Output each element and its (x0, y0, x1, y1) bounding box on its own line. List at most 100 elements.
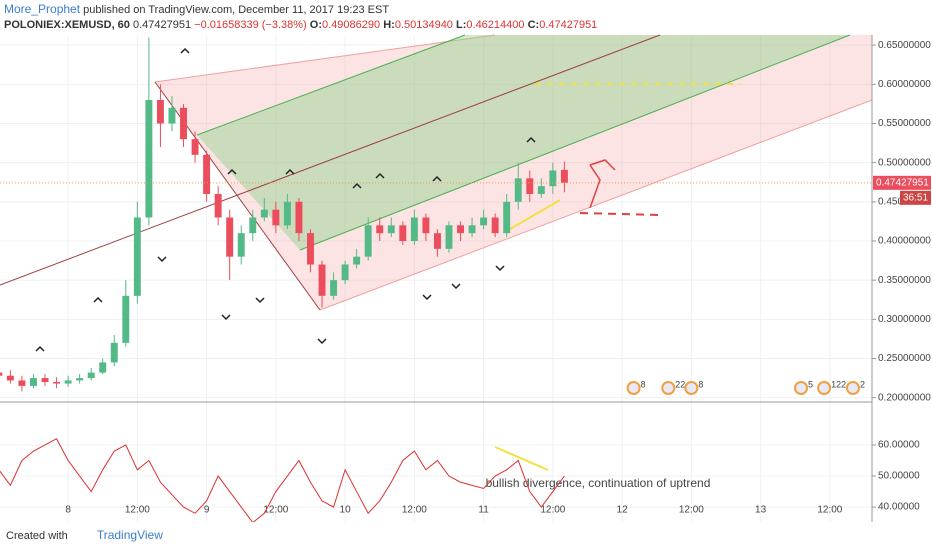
fractal (495, 265, 505, 272)
header: More_Prophet published on TradingView.co… (4, 2, 597, 33)
candle-body (410, 217, 418, 241)
y-tick-label: 0.55000000 (878, 118, 931, 129)
c-label: C: (527, 19, 540, 31)
event-label: 8 (698, 379, 703, 389)
channel-inner (197, 35, 850, 250)
fractal (221, 314, 231, 321)
h-label: H: (383, 19, 395, 31)
countdown-bg (900, 190, 931, 205)
candle-body (480, 217, 488, 226)
candle-body (353, 256, 361, 265)
y2-tick-label: 50.00000 (878, 471, 920, 482)
fractal (317, 338, 327, 345)
candle-body (99, 362, 107, 373)
symbol: POLONIEX:XEMUSD, 60 (4, 19, 130, 31)
candle-body (41, 378, 49, 382)
l-value: 0.46214400 (466, 19, 525, 31)
o-label: O: (309, 19, 323, 31)
countdown: 36:51 (903, 192, 928, 203)
candle-body (203, 154, 211, 195)
candle-body (18, 380, 26, 386)
event-icon (794, 381, 809, 395)
median-line (0, 34, 661, 286)
candle-body (560, 169, 568, 183)
x-tick-label: 12:00 (402, 505, 427, 516)
divergence-line (494, 446, 549, 471)
footer-brand[interactable]: TradingView (96, 528, 163, 542)
arrow (589, 159, 616, 209)
candle-body (272, 209, 280, 226)
candle-body (433, 233, 441, 249)
y-tick-label: 0.35000000 (878, 275, 931, 286)
o-value: 0.49086290 (322, 19, 381, 31)
candle-body (260, 209, 268, 218)
candle-body (30, 378, 37, 386)
candle-body (145, 100, 153, 218)
x-tick-label: 12:00 (540, 505, 565, 516)
channel-edge (319, 99, 873, 311)
l-label: L: (456, 19, 467, 31)
event-icon (626, 381, 641, 395)
change: −0.01658339 (−3.38%) (194, 19, 307, 31)
price-label-bg (873, 175, 931, 190)
candle-body (399, 225, 407, 241)
candle-body (87, 372, 95, 379)
channel-outer (155, 35, 872, 310)
footer: Created with TradingView (6, 528, 163, 542)
candle-body (226, 217, 234, 257)
c-value: 0.47427951 (539, 19, 598, 31)
event-icon (684, 381, 699, 395)
candle-body (330, 280, 338, 296)
y2-tick-label: 60.00000 (878, 440, 920, 451)
y2-tick-label: 40.00000 (878, 502, 920, 513)
last: 0.47427951 (132, 19, 192, 31)
candle-body (387, 225, 395, 234)
divergence-line (504, 199, 561, 233)
candle-body (283, 201, 291, 226)
y-tick-label: 0.20000000 (878, 392, 931, 403)
fractal (35, 345, 45, 352)
y-tick-label: 0.50000000 (878, 157, 931, 168)
x-tick-label: 12:00 (679, 505, 704, 516)
fractal (255, 297, 265, 304)
candle-body (526, 178, 534, 195)
fractal (285, 168, 295, 175)
x-tick-label: 8 (65, 505, 71, 516)
candle-body (376, 225, 384, 234)
fractal (526, 136, 536, 143)
author[interactable]: More_Prophet (4, 2, 81, 16)
candle-body (445, 225, 453, 249)
x-tick-label: 12 (617, 505, 629, 516)
x-tick-label: 11 (478, 505, 489, 516)
event-label: 122 (831, 379, 846, 389)
chart: bullish divergence, continuation of uptr… (0, 34, 931, 522)
oscillator-line (0, 438, 565, 522)
y-tick-label: 0.30000000 (878, 314, 931, 325)
candle-body (237, 233, 245, 257)
candle-body (307, 233, 314, 265)
candle-body (133, 217, 141, 296)
y-tick-label: 0.65000000 (878, 40, 931, 51)
candle-body (191, 139, 199, 155)
candle-body (53, 381, 61, 384)
event-label: 8 (641, 379, 646, 389)
candle-body (168, 107, 176, 124)
channel-edge (154, 34, 496, 83)
candle-body (457, 225, 464, 234)
candle-body (110, 342, 118, 363)
fractal (352, 182, 362, 189)
fractal (432, 175, 442, 182)
candle-body (341, 264, 349, 281)
y-tick-label: 0.25000000 (878, 353, 931, 364)
candle-body (503, 201, 511, 234)
candle-body (468, 225, 476, 234)
candle-body (122, 295, 130, 343)
candle-body (422, 217, 430, 234)
h-value: 0.50134940 (394, 19, 453, 31)
fractal (422, 294, 432, 301)
fractal (157, 256, 167, 263)
event-icon (661, 381, 676, 395)
fractal (375, 172, 385, 179)
candle-body (214, 194, 222, 218)
fractals (35, 47, 536, 352)
